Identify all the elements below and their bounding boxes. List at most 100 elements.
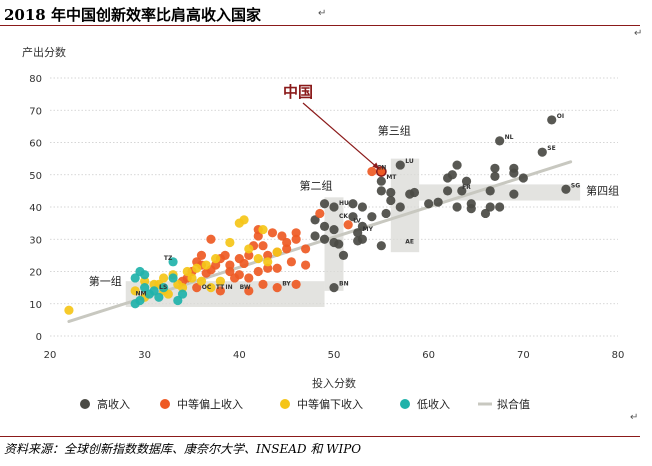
- data-point-upper_middle: [301, 260, 311, 270]
- data-point-upper_middle: [192, 283, 202, 293]
- y-tick-label: 40: [29, 203, 42, 214]
- data-point-high: [443, 186, 453, 196]
- data-point-high: [518, 173, 528, 183]
- data-point-lower_middle: [201, 260, 211, 270]
- y-tick-label: 0: [36, 332, 42, 343]
- data-point-lower_middle: [253, 254, 263, 264]
- data-points: [64, 115, 571, 315]
- y-tick-label: 70: [29, 106, 42, 117]
- data-point-upper_middle: [244, 273, 254, 283]
- data-point-lower_middle: [187, 273, 197, 283]
- x-tick-label: 60: [422, 350, 435, 361]
- data-point-high: [509, 189, 519, 199]
- data-point-upper_middle: [258, 241, 268, 251]
- data-point-high: [381, 208, 391, 219]
- data-point-upper_middle: [215, 286, 225, 296]
- y-tick-label: 10: [29, 300, 42, 311]
- data-point-low: [177, 289, 188, 299]
- data-point-high: [461, 176, 472, 186]
- group-box: [390, 158, 420, 253]
- data-point-high: [367, 212, 377, 222]
- data-point-high: [395, 202, 405, 212]
- data-point-high: [310, 231, 320, 241]
- source-rule: [0, 436, 640, 437]
- data-point-high: [485, 202, 495, 212]
- legend-label: 高收入: [97, 397, 130, 411]
- data-point-high: [348, 212, 358, 222]
- point-label: AE: [405, 239, 414, 246]
- data-point-high: [334, 239, 344, 249]
- data-point-upper_middle: [192, 257, 202, 267]
- x-tick-label: 40: [233, 350, 246, 361]
- y-axis-label: 产出分数: [22, 45, 66, 59]
- data-point-high: [329, 283, 339, 293]
- data-point-upper_middle: [225, 266, 235, 277]
- data-point-high: [480, 208, 491, 219]
- legend-label: 低收入: [417, 397, 450, 411]
- data-point-low: [159, 283, 169, 293]
- data-point-high: [452, 202, 462, 212]
- data-point-high: [395, 160, 405, 170]
- point-label: LU: [405, 158, 414, 165]
- point-label: IN: [225, 284, 232, 291]
- group-label: 第二组: [300, 178, 333, 192]
- data-point-upper_middle: [253, 231, 263, 241]
- data-point-upper_middle: [282, 237, 292, 248]
- data-point-upper_middle: [244, 250, 254, 260]
- legend-swatch-lower_middle: [280, 399, 290, 409]
- point-label: BN: [339, 281, 349, 288]
- data-point-high: [490, 163, 500, 173]
- point-label: BW: [240, 284, 251, 291]
- data-point-high: [386, 195, 396, 206]
- data-point-high: [376, 176, 386, 186]
- legend-label: 中等偏上收入: [177, 397, 243, 411]
- data-point-high: [376, 186, 386, 196]
- data-point-high: [357, 202, 367, 212]
- legend: 高收入 中等偏上收入 中等偏下收入 低收入 拟合值: [80, 397, 530, 411]
- legend-swatch-low: [400, 399, 410, 409]
- data-point-lower_middle: [258, 224, 268, 235]
- data-point-lower_middle: [206, 283, 216, 293]
- data-point-upper_middle: [282, 244, 292, 254]
- y-tick-label: 60: [29, 139, 42, 150]
- legend-label: 中等偏下收入: [297, 397, 363, 411]
- data-point-upper_middle: [277, 231, 287, 241]
- point-label: SE: [547, 145, 555, 152]
- data-point-high: [452, 160, 462, 170]
- x-tick-label: 80: [612, 350, 625, 361]
- group-label: 第四组: [586, 183, 619, 197]
- data-point-upper_middle: [291, 228, 301, 238]
- data-point-high: [319, 199, 330, 209]
- data-point-upper_middle: [225, 260, 235, 270]
- point-label: LV: [353, 218, 361, 225]
- point-label: NM: [135, 290, 146, 297]
- data-point-upper_middle: [196, 250, 207, 260]
- data-point-low: [154, 292, 164, 302]
- data-point-low: [173, 295, 183, 306]
- data-point-low: [130, 273, 140, 283]
- data-point-upper_middle: [267, 228, 278, 238]
- data-point-lower_middle: [211, 254, 221, 264]
- data-point-high: [495, 202, 505, 212]
- data-point-lower_middle: [215, 276, 225, 286]
- data-point-lower_middle: [239, 215, 249, 225]
- x-axis-label: 投入分数: [312, 376, 356, 390]
- y-tick-label: 20: [29, 268, 42, 279]
- x-tick-label: 70: [517, 350, 530, 361]
- point-label: CN: [377, 165, 386, 172]
- data-point-low: [149, 286, 159, 296]
- point-label: FR: [462, 184, 471, 191]
- data-point-high: [466, 204, 476, 214]
- x-tick-label: 20: [44, 350, 57, 361]
- group-label: 第三组: [378, 124, 411, 138]
- data-point-lower_middle: [130, 286, 140, 296]
- data-point-lower_middle: [140, 276, 150, 286]
- x-tick-label: 50: [328, 350, 341, 361]
- y-tick-label: 80: [29, 74, 42, 85]
- data-point-upper_middle: [367, 166, 377, 177]
- point-label: HU: [339, 200, 349, 207]
- data-point-upper_middle: [206, 234, 216, 244]
- data-point-upper_middle: [244, 286, 254, 296]
